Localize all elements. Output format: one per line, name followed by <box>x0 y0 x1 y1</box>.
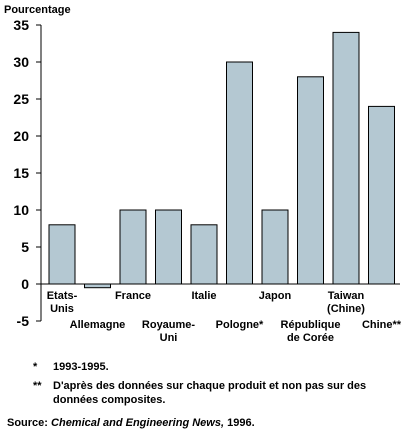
category-label-3-line-1: Uni <box>160 332 178 344</box>
category-label-3-line-0: Royaume- <box>142 319 196 331</box>
bar-4 <box>190 224 218 285</box>
bar-2 <box>119 209 147 285</box>
source-year: 1996. <box>227 417 255 429</box>
y-axis-title: Pourcentage <box>4 4 71 16</box>
category-label-7-line-1: de Corée <box>287 332 334 344</box>
footnote-1-text: 1993-1995. <box>53 361 109 373</box>
y-tick-label-7: 30 <box>13 54 29 70</box>
category-label-1-line-0: Allemagne <box>70 319 126 331</box>
y-tick-label-4: 15 <box>13 165 29 181</box>
bar-chart: -5 0 5 10 15 20 25 30 35 Etats-Unis Allemagne Franc… <box>13 17 402 344</box>
footnote-1-mark: * <box>33 361 38 373</box>
bar-7 <box>297 76 324 285</box>
category-label-5-line-0: Pologne* <box>216 319 264 331</box>
category-label-4-line-0: Italie <box>191 290 216 302</box>
category-label-8-line-0: Taiwan <box>328 290 365 302</box>
bar-9 <box>368 105 395 285</box>
bar-3 <box>155 209 182 285</box>
y-tick-label-6: 25 <box>13 91 29 107</box>
source-line: Source: Chemical and Engineering News, 1… <box>7 417 255 429</box>
category-label-8-line-1: (Chine) <box>327 303 365 315</box>
y-tick-label-1: 0 <box>21 276 29 292</box>
bar-0 <box>48 224 76 285</box>
category-label-6-line-0: Japon <box>259 290 292 302</box>
category-label-0-line-1: Unis <box>50 303 74 315</box>
bar-6 <box>261 209 289 285</box>
y-tick-label-5: 20 <box>13 128 29 144</box>
source-prefix: Source: <box>7 417 48 429</box>
footnote-1: * 1993-1995. <box>33 360 373 374</box>
y-tick-label-0: -5 <box>17 313 30 329</box>
bar-8 <box>332 31 360 285</box>
y-tick-label-2: 5 <box>21 239 29 255</box>
footnote-2-text: D'après des données sur chaque produit e… <box>53 380 367 406</box>
category-label-9-line-0: Chine** <box>362 319 402 331</box>
bar-5 <box>226 61 253 285</box>
category-label-0-line-0: Etats- <box>47 290 78 302</box>
y-tick-label-3: 10 <box>13 202 29 218</box>
category-label-2-line-0: France <box>115 290 151 302</box>
footnote-2: ** D'après des données sur chaque produi… <box>33 379 373 407</box>
footnote-2-mark: ** <box>33 380 42 392</box>
category-label-7-line-0: République <box>281 319 341 331</box>
bar-1 <box>84 283 111 289</box>
source-publication: Chemical and Engineering News, <box>51 417 225 429</box>
y-tick-label-8: 35 <box>13 17 29 33</box>
footnotes: * 1993-1995. ** D'après des données sur … <box>33 360 373 412</box>
